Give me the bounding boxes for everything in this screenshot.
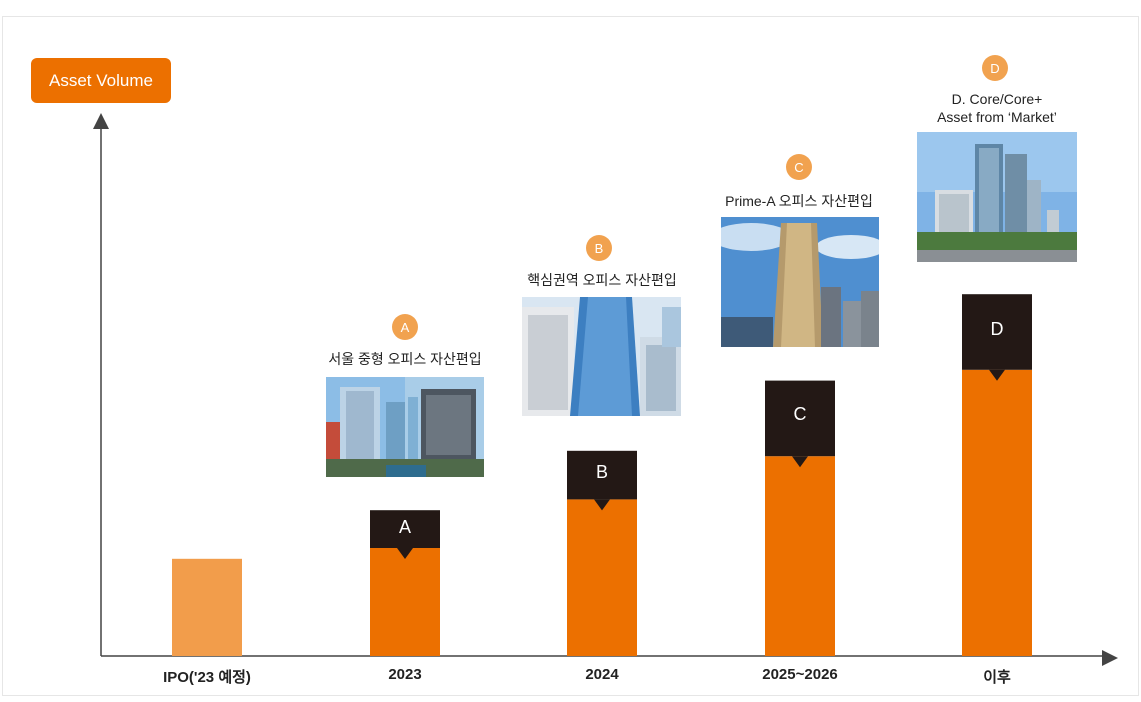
step-marker-b: B	[586, 235, 612, 261]
x-tick-label: 2024	[585, 666, 619, 683]
x-tick-label: IPO('23 예정)	[163, 669, 251, 686]
x-axis-arrow	[1102, 650, 1118, 666]
step-description-c: Prime-A 오피스 자산편입	[725, 193, 873, 209]
y-axis-arrow	[93, 113, 109, 129]
bar-0	[172, 558, 242, 656]
step-segment-1	[370, 510, 440, 548]
bar-3	[765, 456, 835, 656]
step-description-d-line1: D. Core/Core+	[951, 91, 1043, 107]
step-pointer-1	[397, 548, 413, 559]
step-segment-4	[962, 294, 1032, 370]
step-segment-label: A	[398, 517, 411, 537]
step-segment-3	[765, 380, 835, 457]
x-tick-label: 2023	[388, 666, 422, 683]
step-marker-d: D	[982, 55, 1008, 81]
office-photo-c	[721, 217, 879, 347]
bars	[172, 294, 1032, 656]
step-description-d-line2: Asset from ‘Market’	[937, 109, 1057, 125]
office-photo-d	[917, 132, 1077, 262]
step-segment-2	[567, 450, 637, 500]
x-tick-label: 2025~2026	[762, 666, 838, 683]
bar-4	[962, 369, 1032, 656]
chart-frame	[2, 16, 1139, 696]
step-description-a: 서울 중형 오피스 자산편입	[328, 351, 482, 367]
step-segment-label: B	[595, 462, 608, 482]
step-pointer-4	[989, 369, 1005, 381]
y-axis-label: Asset Volume	[31, 58, 171, 103]
step-marker-c: C	[786, 154, 812, 180]
step-segment-label: C	[793, 404, 807, 424]
step-pointer-3	[792, 456, 808, 468]
step-segment-label: D	[990, 319, 1004, 339]
step-marker-a: A	[392, 314, 418, 340]
step-description-b: 핵심권역 오피스 자산편입	[527, 272, 677, 288]
x-tick-label: 이후	[983, 669, 1011, 686]
bar-1	[370, 548, 440, 656]
bar-2	[567, 499, 637, 656]
office-photo-a	[326, 377, 484, 477]
office-photo-b	[522, 297, 681, 416]
step-pointer-2	[594, 499, 610, 511]
